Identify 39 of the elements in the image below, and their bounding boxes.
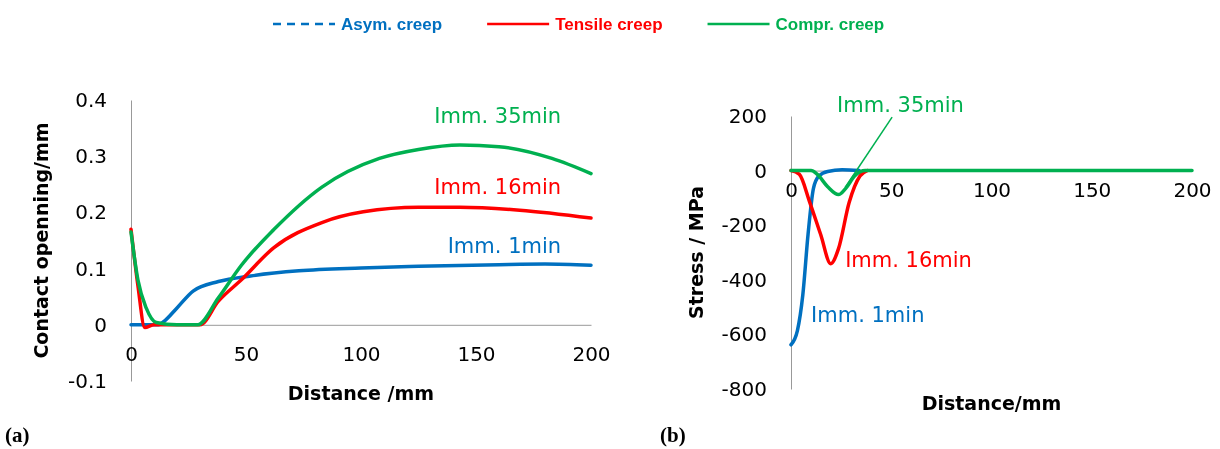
x-tick-label: 100: [972, 177, 1012, 202]
line-series: [129, 143, 593, 327]
x-tick-label: 50: [879, 177, 905, 202]
x-tick-label: 100: [342, 342, 381, 366]
x-tick-label: 150: [457, 342, 496, 366]
series-label: Imm. 1min: [447, 234, 562, 259]
y-tick-label: 0: [754, 158, 767, 183]
y-tick-label: -0.1: [67, 368, 107, 393]
line-series: [129, 262, 593, 327]
y-tick-label: 0.3: [75, 144, 107, 169]
series-label: Imm. 16min: [845, 247, 972, 272]
text: Imm. 35min: [837, 93, 964, 118]
text: Asym. creep: [341, 14, 443, 34]
y-axis-title: Contact openning/mm: [30, 122, 52, 359]
text: (a): [5, 423, 30, 447]
y-tick-label: -400: [721, 267, 767, 292]
x-tick-label: 200: [1173, 177, 1212, 202]
text: Tensile creep: [555, 14, 663, 34]
y-tick-label: 0.1: [75, 256, 107, 281]
y-tick-label: 0: [94, 312, 107, 337]
y-tick-label: -800: [721, 376, 767, 401]
x-tick-label: 200: [572, 342, 611, 366]
y-tick-label: -200: [721, 213, 767, 238]
series-label: Imm. 16min: [434, 175, 562, 200]
x-tick-label: 50: [233, 342, 260, 366]
y-tick-label: 200: [728, 103, 767, 128]
x-tick-label: 150: [1073, 177, 1112, 202]
x-tick-label: 0: [125, 342, 138, 366]
text: Compr. creep: [775, 14, 885, 34]
y-tick-label: 0.2: [75, 200, 107, 225]
x-tick-label: 0: [785, 177, 798, 202]
text: (b): [660, 423, 686, 447]
x-axis-title: Distance /mm: [287, 382, 435, 404]
y-axis-title: Stress / MPa: [685, 186, 707, 319]
y-tick-label: -600: [721, 322, 767, 347]
y-tick-label: 0.4: [75, 87, 107, 112]
series-label: Imm. 35min: [434, 104, 562, 129]
series-label: Imm. 1min: [811, 302, 925, 327]
x-axis-title: Distance/mm: [921, 392, 1062, 414]
